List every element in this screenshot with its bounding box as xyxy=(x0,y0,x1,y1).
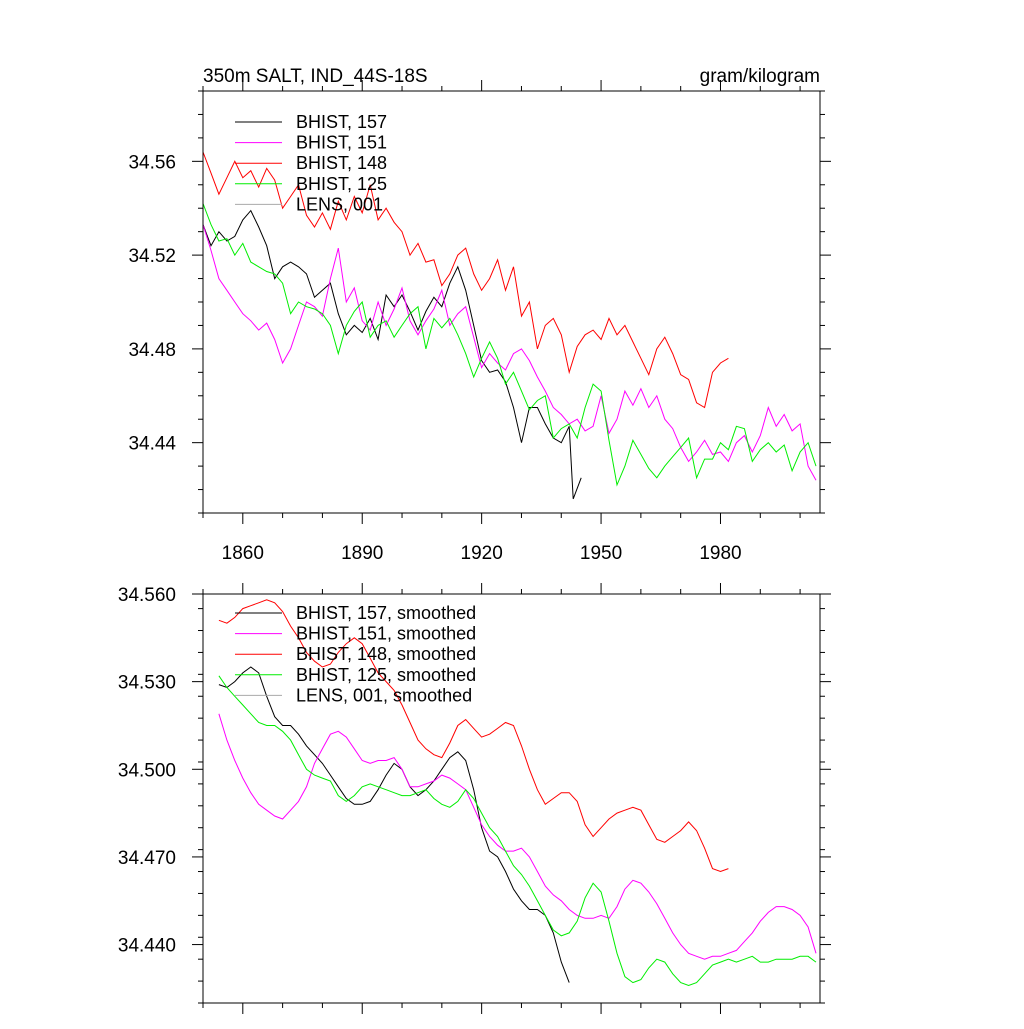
units-label: gram/kilogram xyxy=(700,66,820,87)
legend-label: BHIST, 148, smoothed xyxy=(296,644,476,664)
series-line-bhist-157 xyxy=(202,209,582,500)
legend-label: BHIST, 157, smoothed xyxy=(296,603,476,623)
x-tick-label: 1890 xyxy=(341,543,383,564)
legend-label: BHIST, 125, smoothed xyxy=(296,665,476,685)
x-axis-tick-labels: 1860 1890 1920 1950 1980 xyxy=(222,543,742,564)
legend-label: BHIST, 148 xyxy=(296,153,387,173)
y-axis-tick-labels: 34.440 34.470 34.500 34.530 34.560 xyxy=(118,585,176,957)
series-line-bhist-148-smoothed xyxy=(218,599,729,873)
bottom-panel: 34.440 34.470 34.500 34.530 34.560 BHIST, 15… xyxy=(118,583,831,1014)
series-line-bhist-125 xyxy=(202,203,817,487)
axis-ticks xyxy=(192,583,831,1014)
series-line-bhist-125-smoothed xyxy=(218,675,817,987)
series-line-bhist-151 xyxy=(202,224,817,481)
y-tick-label: 34.44 xyxy=(128,434,176,455)
legend-label: BHIST, 125 xyxy=(296,174,387,194)
x-tick-label: 1950 xyxy=(580,543,622,564)
y-tick-label: 34.52 xyxy=(128,246,176,267)
series-line-bhist-151-smoothed xyxy=(218,713,817,960)
x-tick-label: 1980 xyxy=(699,543,741,564)
series-lines xyxy=(202,151,817,500)
axis-ticks xyxy=(192,80,831,524)
legend-label: LENS, 001, smoothed xyxy=(296,685,472,705)
x-tick-label: 1920 xyxy=(461,543,503,564)
y-tick-label: 34.48 xyxy=(128,340,176,361)
y-tick-label: 34.56 xyxy=(128,152,176,173)
legend-label: BHIST, 151, smoothed xyxy=(296,624,476,644)
y-tick-label: 34.560 xyxy=(118,585,176,606)
series-lines xyxy=(218,599,817,987)
legend-label: LENS, 001 xyxy=(296,194,383,214)
legend-label: BHIST, 157 xyxy=(296,112,387,132)
chart-title: 350m SALT, IND_44S-18S xyxy=(203,66,428,87)
plot-frame xyxy=(202,593,821,1004)
series-line-bhist-148 xyxy=(202,151,729,409)
y-tick-label: 34.530 xyxy=(118,673,176,694)
series-line-bhist-157-smoothed xyxy=(218,666,570,983)
y-tick-label: 34.440 xyxy=(118,936,176,957)
top-panel: 350m SALT, IND_44S-18S gram/kilogram 34.… xyxy=(128,66,831,564)
y-axis-tick-labels: 34.44 34.48 34.52 34.56 xyxy=(128,152,176,454)
x-tick-label: 1860 xyxy=(222,543,264,564)
legend-label: BHIST, 151 xyxy=(296,133,387,153)
plot-frame xyxy=(202,90,821,514)
y-tick-label: 34.470 xyxy=(118,848,176,869)
y-tick-label: 34.500 xyxy=(118,760,176,781)
